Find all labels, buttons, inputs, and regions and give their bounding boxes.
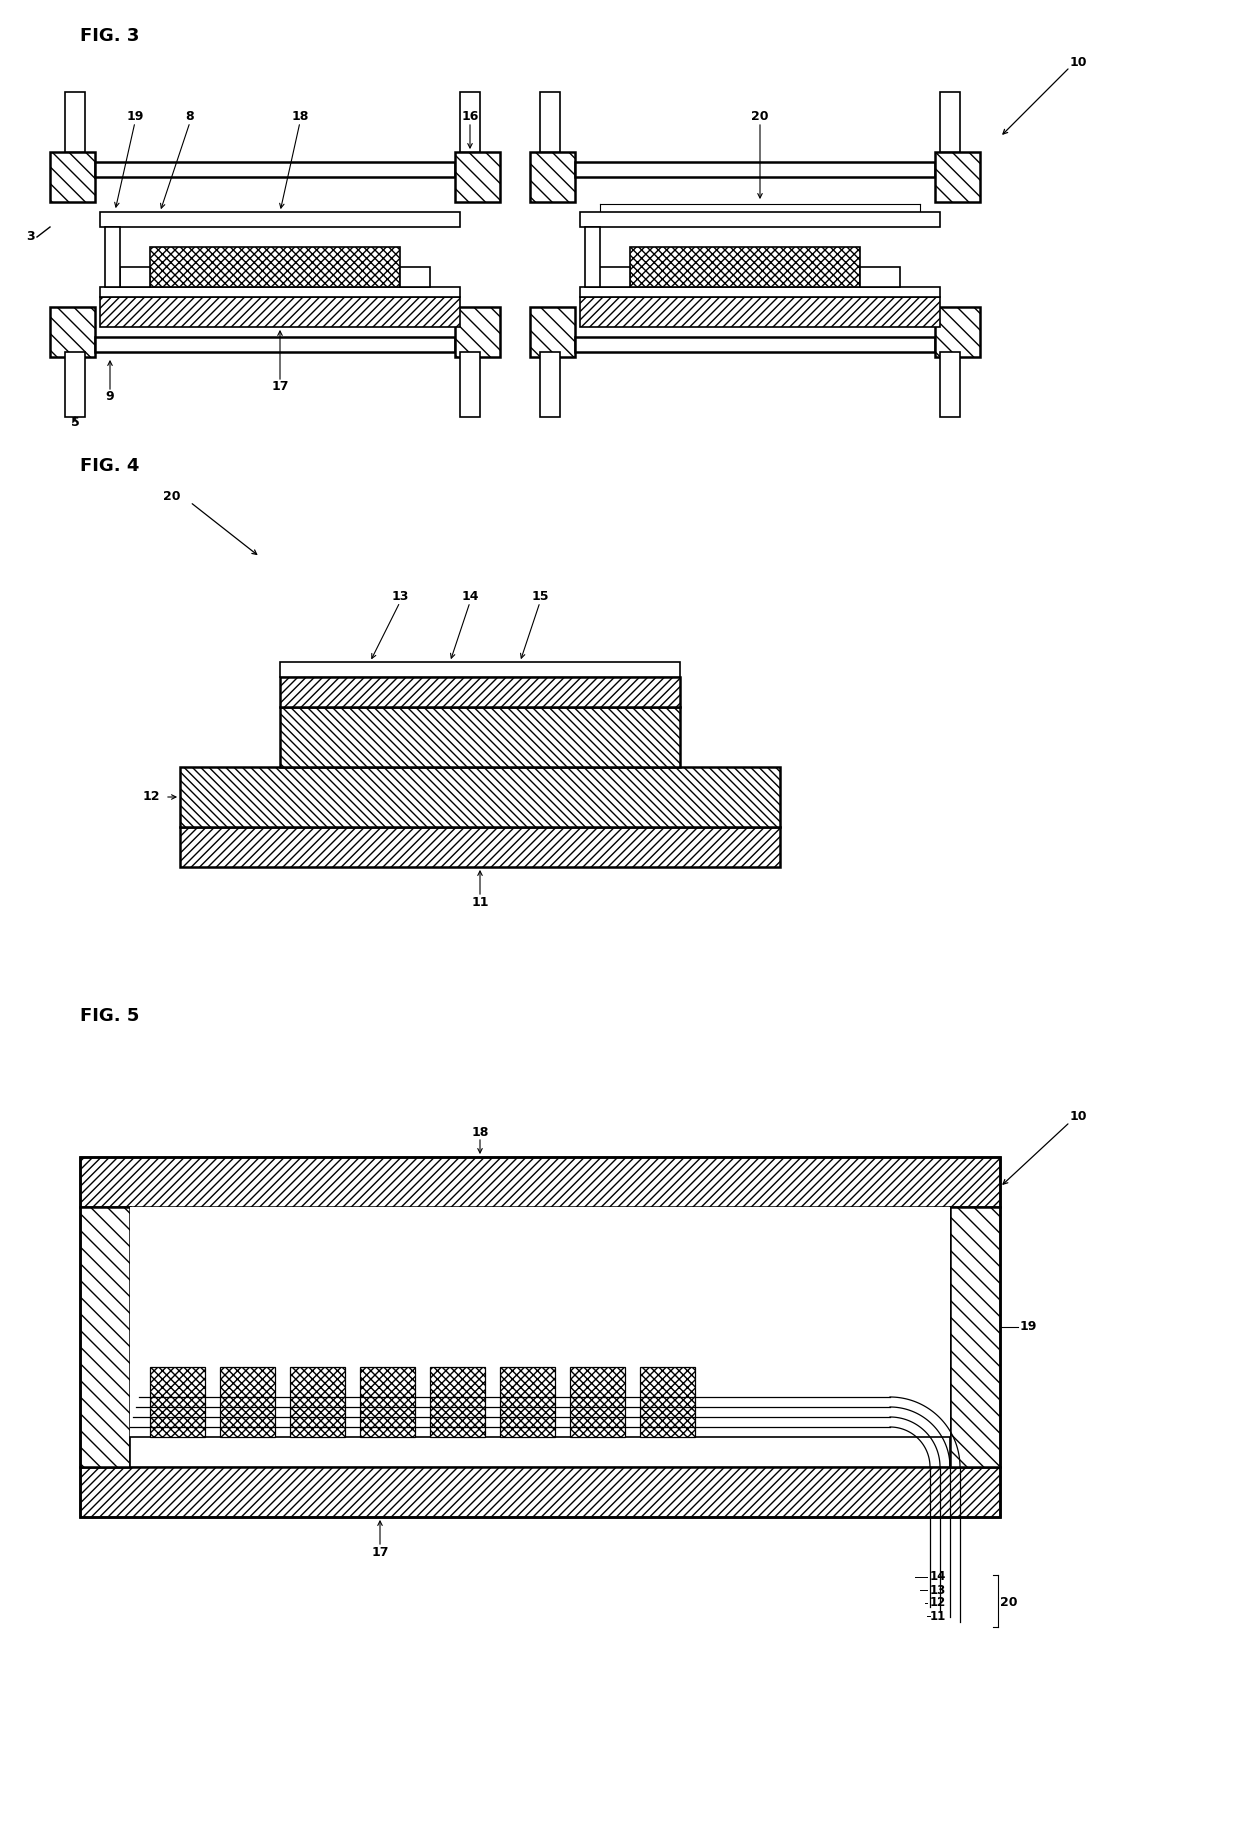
- Bar: [580, 287, 940, 298]
- Text: 12: 12: [930, 1596, 946, 1609]
- Bar: [81, 1207, 130, 1468]
- Bar: [81, 1157, 999, 1207]
- Text: 5: 5: [71, 415, 79, 428]
- Text: 13: 13: [930, 1583, 946, 1596]
- Bar: [95, 162, 455, 176]
- Bar: [529, 307, 575, 356]
- Bar: [861, 266, 900, 287]
- Bar: [95, 336, 455, 353]
- Text: 12: 12: [143, 790, 160, 803]
- Bar: [430, 1367, 485, 1437]
- Text: 19: 19: [126, 110, 144, 123]
- Text: 3: 3: [26, 230, 35, 244]
- Bar: [360, 1367, 415, 1437]
- Bar: [290, 1367, 345, 1437]
- Text: 20: 20: [162, 490, 180, 503]
- Bar: [455, 152, 500, 202]
- Text: 20: 20: [751, 110, 769, 123]
- Bar: [590, 266, 630, 287]
- Text: 11: 11: [930, 1609, 946, 1622]
- Bar: [50, 152, 95, 202]
- Bar: [81, 1468, 999, 1517]
- Text: FIG. 5: FIG. 5: [81, 1007, 139, 1025]
- Text: 18: 18: [471, 1126, 489, 1139]
- Text: FIG. 3: FIG. 3: [81, 28, 139, 44]
- Bar: [940, 353, 960, 417]
- Bar: [500, 1367, 556, 1437]
- Bar: [575, 162, 935, 176]
- Text: 8: 8: [186, 110, 195, 123]
- Bar: [219, 1367, 275, 1437]
- Bar: [130, 1437, 950, 1468]
- Text: 16: 16: [461, 110, 479, 123]
- Text: 11: 11: [471, 895, 489, 909]
- Bar: [570, 1367, 625, 1437]
- Bar: [150, 1367, 205, 1437]
- Text: 14: 14: [930, 1571, 946, 1583]
- Text: 13: 13: [392, 590, 409, 604]
- Bar: [575, 336, 935, 353]
- Bar: [280, 707, 680, 768]
- Bar: [180, 768, 780, 827]
- Bar: [100, 298, 460, 327]
- Bar: [950, 1207, 999, 1468]
- Text: 9: 9: [105, 391, 114, 404]
- Bar: [130, 1207, 950, 1468]
- Bar: [529, 152, 575, 202]
- Bar: [935, 152, 980, 202]
- Text: 19: 19: [1021, 1321, 1038, 1334]
- Bar: [585, 228, 600, 287]
- Bar: [460, 92, 480, 152]
- Bar: [460, 353, 480, 417]
- Bar: [580, 211, 940, 228]
- Bar: [180, 827, 780, 867]
- Text: 17: 17: [272, 380, 289, 393]
- Bar: [539, 92, 560, 152]
- Bar: [105, 228, 120, 287]
- Bar: [935, 307, 980, 356]
- Bar: [539, 353, 560, 417]
- Bar: [81, 1157, 999, 1517]
- Bar: [455, 307, 500, 356]
- Text: 17: 17: [371, 1545, 389, 1558]
- Text: 14: 14: [461, 590, 479, 604]
- Bar: [50, 307, 95, 356]
- Text: 10: 10: [1070, 1111, 1087, 1124]
- Bar: [64, 353, 86, 417]
- Bar: [630, 246, 861, 287]
- Bar: [100, 287, 460, 298]
- Text: FIG. 4: FIG. 4: [81, 457, 139, 476]
- Bar: [100, 211, 460, 228]
- Bar: [150, 246, 401, 287]
- Bar: [280, 678, 680, 707]
- Bar: [120, 266, 150, 287]
- Text: 18: 18: [291, 110, 309, 123]
- Bar: [580, 298, 940, 327]
- Text: 15: 15: [531, 590, 549, 604]
- Bar: [940, 92, 960, 152]
- Text: 20: 20: [999, 1596, 1018, 1609]
- Bar: [64, 92, 86, 152]
- Bar: [280, 661, 680, 678]
- Bar: [401, 266, 430, 287]
- Bar: [640, 1367, 694, 1437]
- Text: 10: 10: [1070, 55, 1087, 68]
